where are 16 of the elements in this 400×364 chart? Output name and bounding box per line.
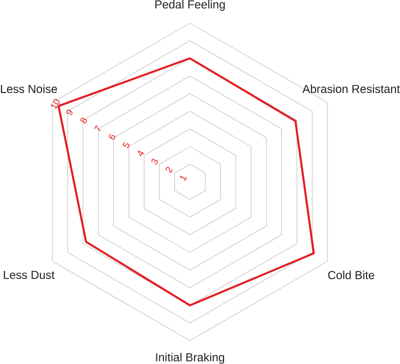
spoke-label: Less Dust [4,271,55,280]
y-tick-label: 10 [51,99,60,110]
y-tick-label: 5 [122,142,130,148]
spoke-label: Cold Bite [328,270,374,280]
y-tick-label: 1 [180,176,187,182]
spoke-label: Initial Braking [156,353,224,364]
y-tick-label: 4 [138,150,144,156]
y-tick-label: 9 [66,110,72,116]
y-tick-label: 8 [80,118,87,124]
y-tick-label: 2 [166,167,173,174]
spoke-label: Abrasion Resistant [302,84,400,94]
spoke-label: Pedal Feeling [155,0,225,11]
y-tick-label: 3 [151,158,158,165]
spoke-label: Less Noise [0,84,58,94]
y-tick-label: 7 [94,125,101,132]
y-tick-label: 6 [108,134,116,140]
